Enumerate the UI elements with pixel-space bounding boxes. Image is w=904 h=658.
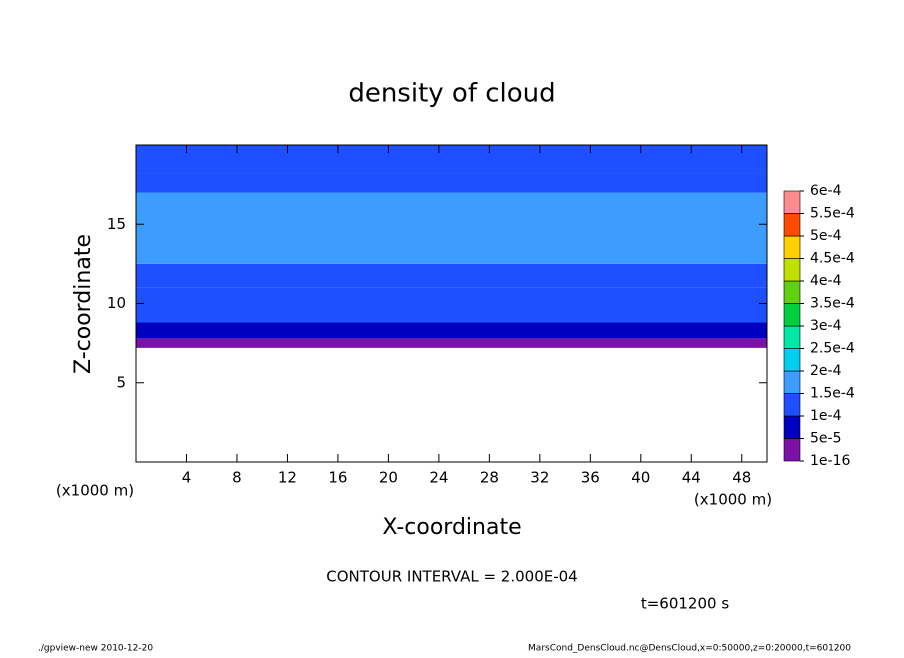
colorbar-box: [783, 348, 801, 372]
colorbar-box: [783, 213, 801, 237]
annotation: CONTOUR INTERVAL = 2.000E-04: [326, 568, 577, 586]
colorbar-label: 4e-4: [810, 273, 842, 289]
colorbar-label: 1e-16: [810, 453, 850, 469]
x-unit: (x1000 m): [694, 491, 772, 509]
colorbar-label: 1.5e-4: [810, 386, 855, 402]
x-tick-label: 4: [182, 469, 192, 487]
colorbar-box: [783, 280, 801, 304]
colorbar-label: 2.5e-4: [810, 341, 855, 357]
x-tick-label: 16: [328, 469, 347, 487]
x-tick-label: 40: [631, 469, 650, 487]
contour-band: [136, 192, 767, 264]
x-tick-label: 24: [429, 469, 448, 487]
x-tick-label: 48: [732, 469, 751, 487]
colorbar-label: 3e-4: [810, 318, 842, 334]
x-tick-label: 28: [480, 469, 499, 487]
x-axis-label: X-coordinate: [382, 515, 521, 540]
colorbar-label: 5e-4: [810, 228, 842, 244]
contour-band: [136, 338, 767, 348]
x-tick-label: 44: [682, 469, 701, 487]
annotation: t=601200 s: [641, 595, 729, 613]
x-tick-label: 36: [581, 469, 600, 487]
colorbar-box: [783, 235, 801, 259]
x-tick-label: 20: [379, 469, 398, 487]
colorbar-box: [783, 393, 801, 417]
footer: ./gpview-new 2010-12-20: [38, 644, 153, 654]
colorbar-label: 3.5e-4: [810, 296, 855, 312]
y-tick-label: 15: [107, 215, 126, 233]
colorbar-box: [783, 325, 801, 349]
contour-band: [136, 263, 767, 288]
colorbar-box: [783, 438, 801, 462]
contour-band: [136, 173, 767, 193]
colorbar-box: [783, 415, 801, 439]
colorbar-box: [783, 258, 801, 282]
colorbar-label: 5e-5: [810, 431, 841, 447]
x-tick-label: 8: [232, 469, 242, 487]
y-tick-label: 10: [107, 294, 126, 312]
y-axis-label: Z-coordinate: [71, 234, 96, 374]
colorbar-label: 4.5e-4: [810, 251, 855, 267]
contour-band: [136, 145, 767, 174]
colorbar-label: 2e-4: [810, 363, 842, 379]
y-unit: (x1000 m): [56, 482, 134, 500]
contour-band: [136, 287, 767, 323]
x-tick-label: 32: [530, 469, 549, 487]
colorbar-box: [783, 190, 801, 214]
colorbar-box: [783, 370, 801, 394]
colorbar-label: 5.5e-4: [810, 206, 855, 222]
colorbar-label: 6e-4: [810, 183, 842, 199]
y-tick-label: 5: [116, 373, 126, 391]
x-tick-label: 12: [278, 469, 297, 487]
contour-band: [136, 322, 767, 339]
footer: MarsCond_DensCloud.nc@DensCloud,x=0:5000…: [528, 644, 851, 654]
colorbar-box: [783, 303, 801, 327]
colorbar-label: 1e-4: [810, 408, 842, 424]
chart-title: density of cloud: [348, 79, 555, 109]
